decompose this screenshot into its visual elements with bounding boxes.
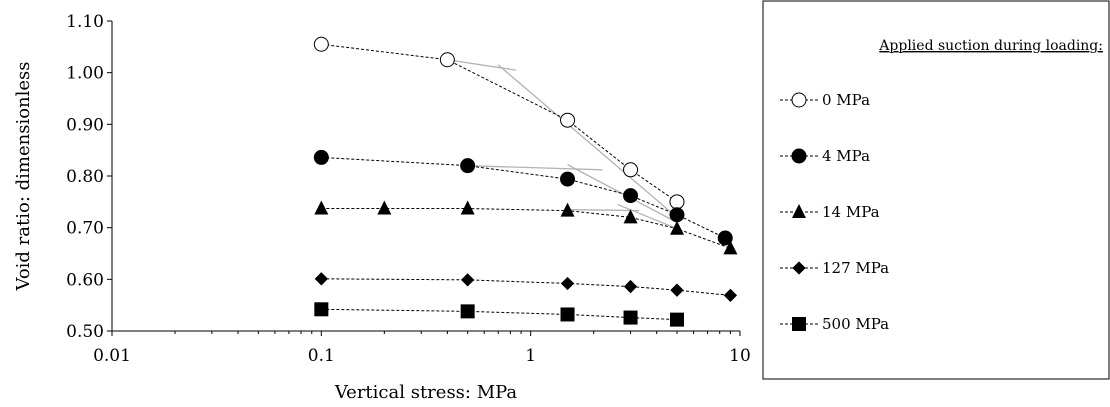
y-axis-title: Void ratio: dimensionless — [13, 61, 34, 291]
data-point — [669, 194, 685, 210]
data-point — [669, 220, 684, 235]
legend-title: Applied suction during loading: — [878, 38, 1103, 54]
construction-line — [567, 208, 640, 212]
data-point — [723, 288, 738, 302]
data-point — [623, 310, 638, 325]
data-point — [460, 158, 476, 174]
data-point — [723, 240, 738, 255]
legend-label: 14 MPa — [822, 203, 880, 221]
data-point — [560, 307, 575, 322]
data-point — [623, 209, 638, 224]
legend-label: 500 MPa — [822, 315, 889, 333]
series-4-mpa — [313, 149, 733, 246]
data-point — [314, 272, 328, 286]
y-tick-label: 0.60 — [66, 270, 104, 290]
data-point — [560, 112, 576, 128]
y-tick-label: 1.10 — [66, 12, 104, 32]
construction-line — [567, 164, 678, 224]
legend-marker — [791, 92, 807, 108]
x-tick-label: 10 — [729, 346, 751, 366]
x-tick-label: 1 — [525, 346, 536, 366]
data-point — [460, 304, 475, 319]
y-tick-label: 0.70 — [66, 219, 104, 239]
x-tick-label: 0.1 — [308, 346, 335, 366]
legend-marker — [791, 148, 807, 164]
data-point — [623, 279, 638, 294]
legend: Applied suction during loading: 0 MPa 4 MP… — [762, 0, 1110, 380]
legend-marker — [792, 317, 806, 331]
series-line — [321, 156, 726, 239]
data-point — [460, 200, 475, 215]
construction-lines — [447, 59, 678, 230]
data-point — [560, 202, 575, 217]
x-tick-label: 0.01 — [93, 346, 131, 366]
data-point — [669, 207, 685, 223]
data-point — [314, 302, 329, 317]
series-line — [321, 278, 731, 296]
series-14-mpa — [314, 200, 738, 255]
y-tick-label: 1.00 — [66, 64, 104, 84]
data-point — [669, 312, 684, 327]
series-127-mpa — [314, 272, 738, 302]
construction-line — [447, 59, 516, 71]
construction-line — [497, 64, 678, 218]
data-point — [623, 188, 639, 204]
data-point — [313, 36, 329, 52]
y-tick-label: 0.90 — [66, 115, 104, 135]
legend-label: 4 MPa — [822, 147, 870, 165]
construction-line — [467, 165, 603, 171]
series-layer — [313, 36, 738, 327]
y-tick-label: 0.80 — [66, 167, 104, 187]
legend-label: 0 MPa — [822, 91, 870, 109]
data-point — [560, 276, 575, 291]
data-point — [717, 230, 733, 246]
x-axis-title: Vertical stress: MPa — [334, 382, 518, 403]
axes: 0.50 0.60 0.70 0.80 0.90 1.00 1.10 0.01 0.1 1 10 Ve… — [13, 12, 751, 403]
data-point — [377, 200, 392, 215]
data-point — [560, 171, 576, 187]
data-point — [670, 283, 684, 297]
y-tick-label: 0.50 — [66, 322, 104, 342]
legend-label: 127 MPa — [822, 259, 889, 277]
legend-box — [762, 0, 1110, 380]
series-0-mpa — [313, 36, 685, 210]
construction-line — [617, 203, 678, 230]
legend-marker — [792, 261, 806, 275]
series-500-mpa — [314, 302, 684, 327]
data-point — [439, 52, 455, 68]
data-point — [314, 200, 329, 215]
legend-marker — [792, 204, 806, 218]
data-point — [623, 162, 639, 178]
data-point — [461, 273, 475, 287]
data-point — [313, 149, 329, 165]
